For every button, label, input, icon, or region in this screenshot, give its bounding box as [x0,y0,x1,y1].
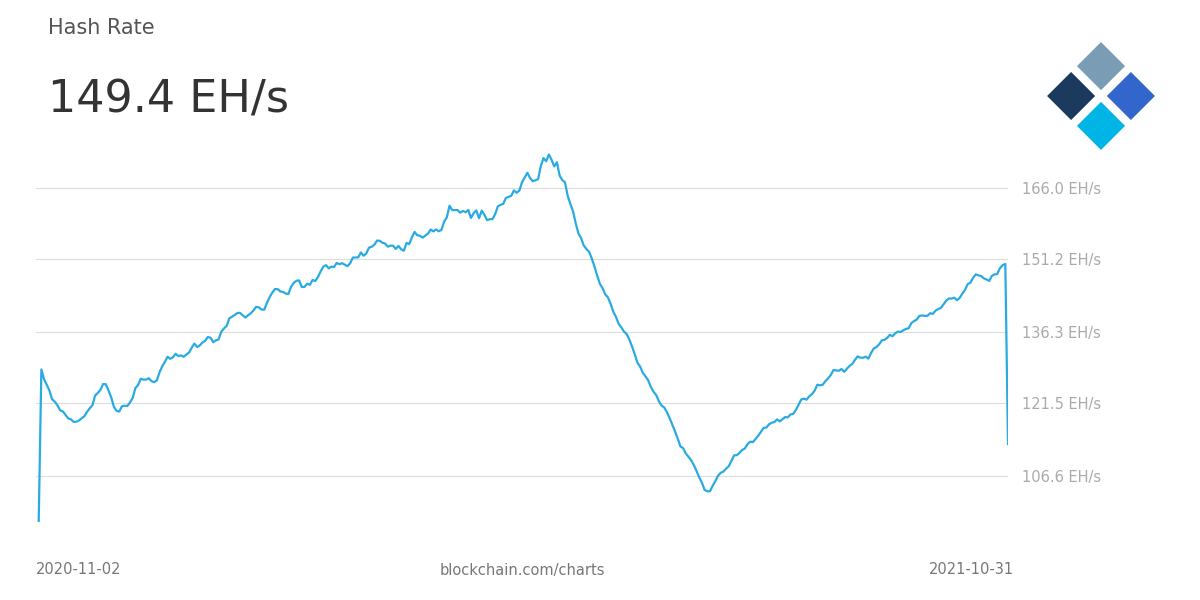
Text: Hash Rate: Hash Rate [48,18,155,38]
Polygon shape [1074,39,1128,93]
Text: 149.4 EH/s: 149.4 EH/s [48,78,289,121]
Polygon shape [1074,99,1128,153]
Polygon shape [1104,69,1158,123]
Text: blockchain.com/charts: blockchain.com/charts [439,563,605,577]
Text: 2021-10-31: 2021-10-31 [929,563,1014,577]
Text: 2020-11-02: 2020-11-02 [36,563,121,577]
Polygon shape [1044,69,1098,123]
